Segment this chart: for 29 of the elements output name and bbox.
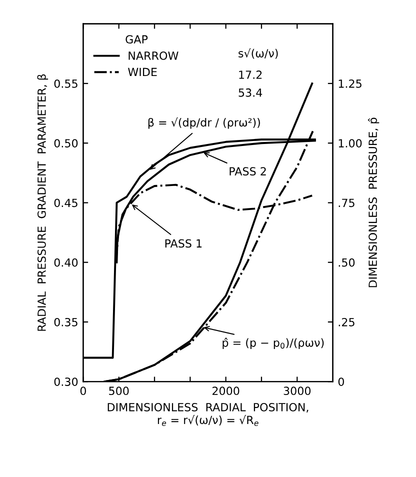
y2-tick-label: 1.00: [338, 139, 362, 148]
x-tick-label: 2000: [212, 386, 240, 396]
y-tick-label: 0.30: [54, 378, 78, 386]
y2-tick-label: .75: [338, 198, 354, 208]
x-tick-label: 3000: [284, 386, 311, 396]
y2-tick-label: 0: [338, 378, 344, 386]
annotation: 17.2: [239, 70, 262, 79]
y2-tick-label: .50: [338, 258, 355, 267]
x-axis-title: DIMENSIONLESS RADIAL POSITION, r$_{e}$ = r√(ω/ν) = √R$_{e}$: [108, 402, 308, 426]
annotation: PASS 2: [230, 167, 266, 176]
annotation: β = √(dp/dr / (ρrω²)): [148, 117, 260, 129]
x-tick-label: 500: [109, 386, 129, 396]
legend-label: WIDE: [128, 68, 157, 76]
annotation: PASS 1: [165, 239, 202, 248]
annotation: s√(ω/ν): [238, 48, 278, 59]
y-tick-label: 0.35: [54, 318, 78, 326]
y2-tick-label: .25: [338, 318, 354, 326]
y-tick-label: 0.50: [54, 139, 78, 148]
y-tick-label: 0.45: [54, 198, 78, 208]
legend-title: GAP: [126, 35, 148, 44]
y2-tick-label: 1.25: [338, 79, 362, 88]
y2-axis-title: DIMENSIONLESS PRESSURE, p̂: [368, 118, 380, 288]
legend-label: NARROW: [128, 51, 178, 60]
y-axis-title: RADIAL PRESSURE GRADIENT PARAMETER, β: [37, 74, 48, 331]
y-tick-label: 0.55: [54, 79, 78, 88]
y-tick-label: 0.40: [54, 258, 78, 267]
x-tick-label: 0: [80, 386, 86, 396]
annotation: 53.4: [238, 88, 262, 97]
annotation: p̂ = (p − p$_{0}$)/(ρων): [222, 338, 324, 349]
